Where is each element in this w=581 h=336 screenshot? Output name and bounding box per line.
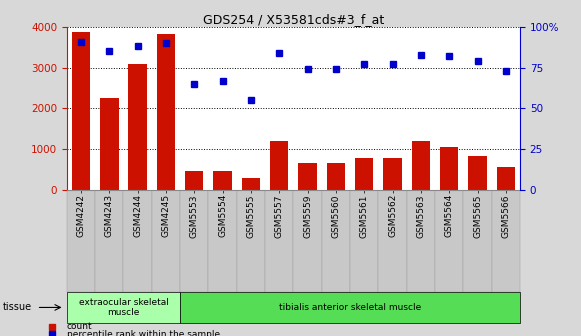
Bar (72, 32, 90, 190)
Bar (242, 178, 260, 190)
Title: GDS254 / X53581cds#3_f_at: GDS254 / X53581cds#3_f_at (203, 13, 384, 26)
Bar (209, 190, 237, 292)
Bar (213, 171, 232, 190)
Bar (124, 190, 152, 292)
Text: percentile rank within the sample: percentile rank within the sample (67, 330, 220, 336)
Bar (412, 141, 430, 190)
Bar (407, 190, 435, 292)
Text: count: count (67, 322, 92, 331)
Bar (180, 292, 520, 323)
Text: extraocular skeletal
muscle: extraocular skeletal muscle (78, 298, 168, 317)
Bar (95, 190, 124, 292)
Bar (237, 190, 265, 292)
Bar (67, 190, 95, 292)
Bar (152, 190, 180, 292)
Bar (355, 158, 374, 190)
Bar (265, 190, 293, 292)
Bar (327, 163, 345, 190)
Bar (383, 158, 401, 190)
Bar (293, 190, 322, 292)
Bar (185, 171, 203, 190)
Text: tibialis anterior skeletal muscle: tibialis anterior skeletal muscle (279, 303, 421, 312)
Bar (468, 156, 487, 190)
Bar (180, 190, 209, 292)
Bar (157, 34, 175, 190)
Bar (350, 190, 378, 292)
Bar (322, 190, 350, 292)
Bar (100, 98, 119, 190)
Bar (67, 292, 180, 323)
Bar (464, 190, 492, 292)
Bar (492, 190, 520, 292)
Bar (299, 163, 317, 190)
Bar (497, 167, 515, 190)
Text: tissue: tissue (3, 302, 32, 312)
Bar (378, 190, 407, 292)
Bar (128, 64, 147, 190)
Bar (435, 190, 464, 292)
Bar (440, 146, 458, 190)
Bar (270, 141, 288, 190)
